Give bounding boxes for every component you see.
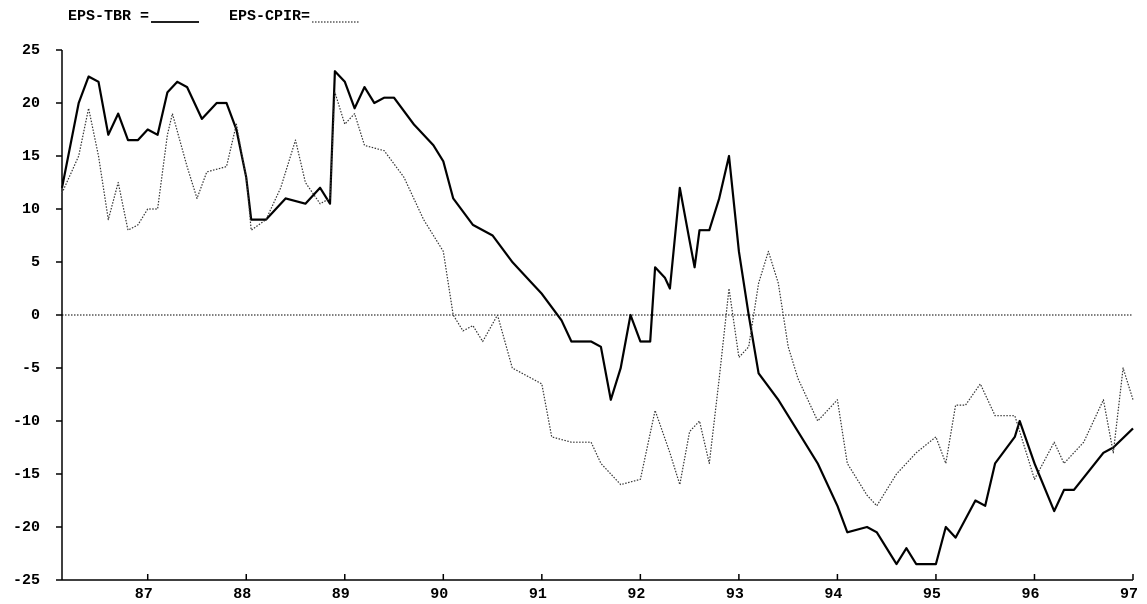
y-tick-label: 20 [22, 95, 40, 112]
x-tick-label: 90 [430, 586, 448, 603]
series-line [60, 70, 1134, 566]
x-tick-label: 88 [233, 586, 251, 603]
y-tick-label: 10 [22, 201, 40, 218]
x-tick-label: 87 [135, 586, 153, 603]
y-tick-label: -20 [13, 519, 40, 536]
legend-label: EPS-TBR = [68, 8, 149, 25]
series-line [61, 91, 1134, 507]
y-tick-label: 0 [31, 307, 40, 324]
y-tick-label: 25 [22, 42, 40, 59]
y-tick-label: 5 [31, 254, 40, 271]
x-tick-label: 96 [1021, 586, 1039, 603]
x-tick-label: 92 [627, 586, 645, 603]
x-tick-label: 91 [529, 586, 547, 603]
x-tick-label: 93 [726, 586, 744, 603]
x-tick-label: 94 [824, 586, 842, 603]
x-tick-label: 89 [332, 586, 350, 603]
y-tick-label: -15 [13, 466, 40, 483]
x-tick-label: 95 [923, 586, 941, 603]
y-tick-label: -5 [22, 360, 40, 377]
y-tick-label: -10 [13, 413, 40, 430]
y-tick-label: 15 [22, 148, 40, 165]
y-tick-label: -25 [13, 572, 40, 589]
legend-label: EPS-CPIR= [229, 8, 310, 25]
x-tick-label: 97 [1120, 586, 1138, 603]
